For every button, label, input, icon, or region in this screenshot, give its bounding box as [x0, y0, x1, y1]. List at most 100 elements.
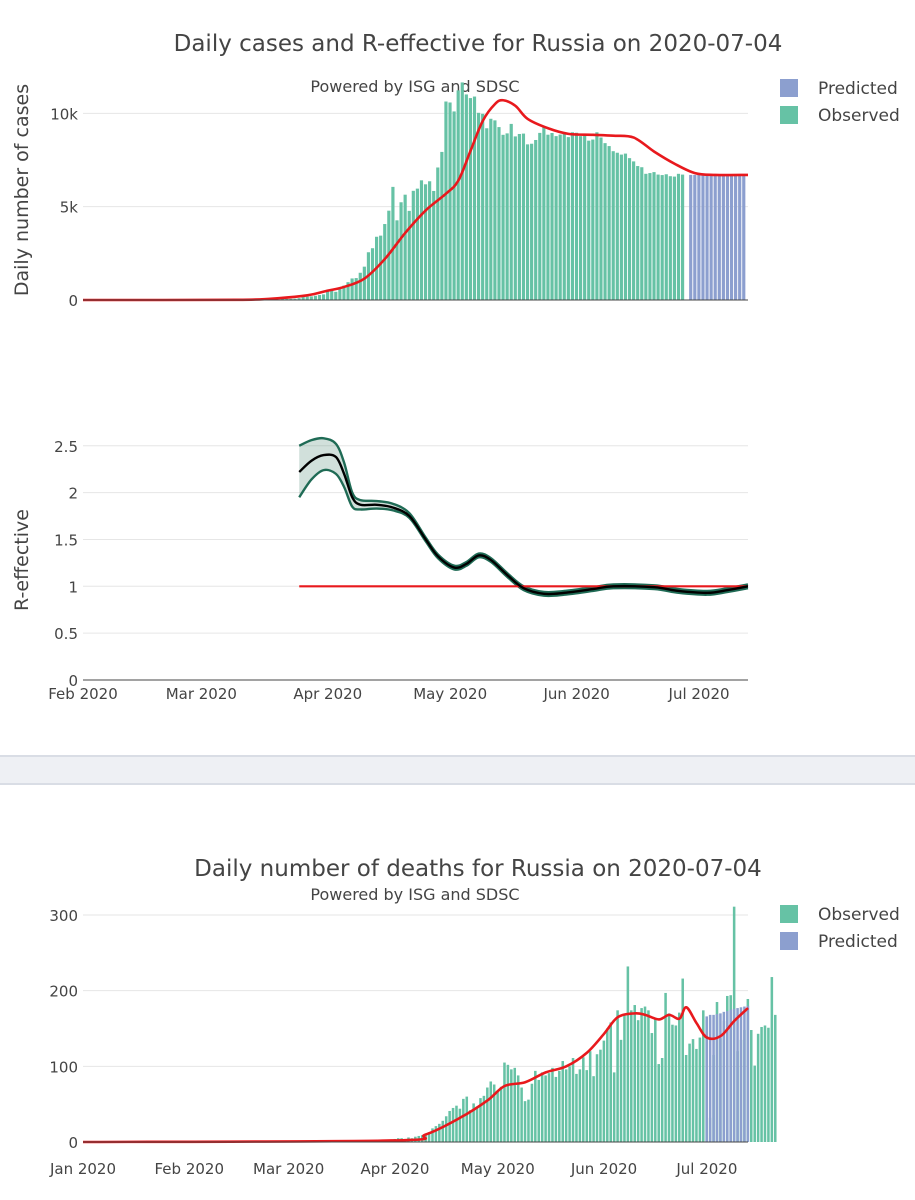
cases-predicted-bar[interactable] — [705, 174, 709, 300]
cases-observed-bar[interactable] — [321, 294, 326, 300]
cases-predicted-bar[interactable] — [697, 174, 701, 300]
deaths-observed-bar[interactable] — [527, 1099, 530, 1142]
cases-observed-bar[interactable] — [472, 96, 477, 300]
cases-observed-bar[interactable] — [517, 133, 521, 300]
cases-predicted-bar[interactable] — [689, 174, 693, 300]
deaths-observed-bar[interactable] — [465, 1096, 469, 1142]
deaths-observed-bar[interactable] — [770, 977, 774, 1142]
cases-observed-bar[interactable] — [530, 143, 534, 300]
deaths-observed-bar[interactable] — [499, 1086, 503, 1142]
cases-observed-bar[interactable] — [289, 298, 293, 300]
cases-observed-bar[interactable] — [570, 132, 575, 300]
cases-observed-bar[interactable] — [448, 102, 452, 300]
legend-predicted-label[interactable]: Predicted — [818, 932, 898, 952]
cases-observed-bar[interactable] — [501, 134, 505, 300]
legend-predicted-swatch[interactable] — [780, 932, 798, 950]
cases-observed-bar[interactable] — [326, 290, 330, 300]
cases-observed-bar[interactable] — [285, 298, 289, 300]
cases-predicted-bar[interactable] — [738, 174, 742, 300]
cases-observed-bar[interactable] — [338, 289, 342, 300]
deaths-observed-bar[interactable] — [609, 1022, 613, 1142]
cases-observed-bar[interactable] — [595, 132, 599, 300]
deaths-observed-bar[interactable] — [571, 1058, 575, 1142]
cases-observed-bar[interactable] — [672, 176, 677, 300]
cases-observed-bar[interactable] — [305, 296, 309, 300]
cases-observed-bars[interactable] — [256, 82, 685, 301]
cases-predicted-bar[interactable] — [721, 174, 725, 300]
deaths-observed-bar[interactable] — [750, 1030, 753, 1142]
legend-observed-label[interactable]: Observed — [818, 106, 900, 126]
cases-observed-bar[interactable] — [611, 151, 615, 300]
cases-observed-bar[interactable] — [542, 126, 546, 300]
cases-observed-bar[interactable] — [554, 136, 558, 300]
deaths-observed-bar[interactable] — [458, 1108, 462, 1142]
cases-observed-bar[interactable] — [358, 272, 362, 300]
cases-observed-bar[interactable] — [334, 291, 338, 300]
cases-observed-bar[interactable] — [640, 167, 644, 300]
cases-observed-bar[interactable] — [297, 298, 301, 300]
deaths-predicted-bar[interactable] — [739, 1007, 743, 1142]
cases-observed-bar[interactable] — [391, 186, 395, 300]
cases-observed-bar[interactable] — [525, 144, 530, 300]
deaths-observed-bar[interactable] — [462, 1098, 465, 1142]
deaths-observed-bar[interactable] — [503, 1062, 506, 1142]
deaths-observed-bar[interactable] — [698, 1037, 702, 1142]
cases-observed-bar[interactable] — [603, 143, 607, 300]
deaths-observed-bars[interactable] — [369, 906, 777, 1142]
deaths-observed-bar[interactable] — [578, 1069, 582, 1142]
cases-predicted-bars[interactable] — [689, 174, 746, 300]
deaths-observed-bar[interactable] — [681, 978, 684, 1142]
deaths-observed-bar[interactable] — [434, 1126, 438, 1142]
cases-observed-bar[interactable] — [330, 290, 334, 300]
cases-observed-bar[interactable] — [428, 181, 432, 300]
cases-observed-bar[interactable] — [668, 176, 672, 300]
cases-observed-bar[interactable] — [652, 172, 656, 300]
deaths-observed-bar[interactable] — [678, 1012, 681, 1142]
deaths-predicted-bar[interactable] — [732, 1008, 736, 1142]
deaths-observed-bar[interactable] — [489, 1081, 493, 1142]
deaths-observed-bar[interactable] — [554, 1076, 558, 1142]
deaths-observed-bar[interactable] — [595, 1054, 599, 1142]
deaths-observed-bar[interactable] — [753, 1065, 756, 1142]
deaths-observed-bar[interactable] — [691, 1039, 695, 1142]
deaths-observed-bar[interactable] — [558, 1070, 561, 1142]
deaths-observed-bar[interactable] — [537, 1079, 541, 1142]
cases-observed-bar[interactable] — [627, 158, 632, 300]
cases-predicted-bar[interactable] — [701, 174, 705, 300]
deaths-observed-bar[interactable] — [702, 1010, 705, 1142]
cases-observed-bar[interactable] — [464, 94, 468, 301]
reff-lower-bound-line[interactable] — [298, 468, 749, 598]
deaths-predicted-bar[interactable] — [708, 1014, 712, 1142]
deaths-observed-bar[interactable] — [657, 1064, 660, 1142]
deaths-observed-bar[interactable] — [760, 1026, 763, 1142]
deaths-predicted-bar[interactable] — [743, 1006, 746, 1142]
deaths-observed-bar[interactable] — [444, 1116, 448, 1142]
deaths-observed-bar[interactable] — [654, 1019, 657, 1142]
cases-observed-bar[interactable] — [615, 152, 619, 300]
cases-observed-bar[interactable] — [489, 118, 493, 300]
deaths-observed-bar[interactable] — [561, 1061, 565, 1142]
deaths-observed-bar[interactable] — [468, 1110, 472, 1142]
deaths-observed-bar[interactable] — [510, 1069, 513, 1142]
cases-observed-bar[interactable] — [521, 133, 526, 300]
cases-observed-bar[interactable] — [342, 285, 346, 300]
deaths-observed-bar[interactable] — [767, 1027, 770, 1142]
cases-observed-bar[interactable] — [664, 174, 668, 300]
cases-observed-bar[interactable] — [301, 296, 305, 300]
deaths-observed-bar[interactable] — [664, 992, 667, 1142]
cases-observed-bar[interactable] — [476, 112, 481, 300]
deaths-observed-bar[interactable] — [650, 1033, 654, 1142]
cases-observed-bar[interactable] — [546, 134, 550, 300]
deaths-predicted-bar[interactable] — [715, 1014, 719, 1142]
cases-observed-bar[interactable] — [587, 140, 591, 300]
deaths-predicted-bar[interactable] — [712, 1014, 715, 1142]
deaths-predicted-bar[interactable] — [722, 1011, 726, 1142]
cases-observed-bar[interactable] — [676, 173, 681, 300]
cases-observed-bar[interactable] — [468, 98, 473, 300]
cases-observed-bar[interactable] — [423, 184, 428, 300]
cases-observed-bar[interactable] — [534, 139, 538, 300]
cases-observed-bar[interactable] — [460, 82, 464, 301]
cases-observed-bar[interactable] — [623, 153, 628, 300]
deaths-observed-bar[interactable] — [588, 1051, 592, 1142]
deaths-observed-bar[interactable] — [482, 1095, 486, 1142]
